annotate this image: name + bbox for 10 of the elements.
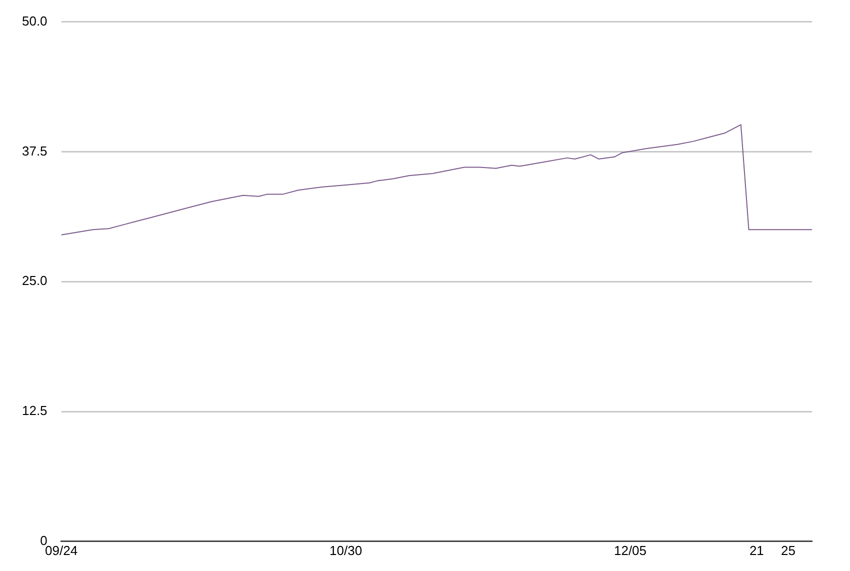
y-tick-label: 12.5 (22, 403, 48, 418)
y-tick-label: 25.0 (22, 273, 48, 288)
y-tick-label: 37.5 (22, 143, 48, 158)
y-tick-label: 0 (40, 532, 48, 548)
x-tick-label: 10/30 (330, 542, 362, 558)
x-tick-label: 12/05 (614, 542, 647, 558)
y-tick-label: 50.0 (22, 13, 48, 28)
x-tick-label: 25 (781, 542, 796, 558)
x-tick-label: 09/24 (45, 542, 78, 558)
x-tick-label: 21 (749, 542, 764, 558)
